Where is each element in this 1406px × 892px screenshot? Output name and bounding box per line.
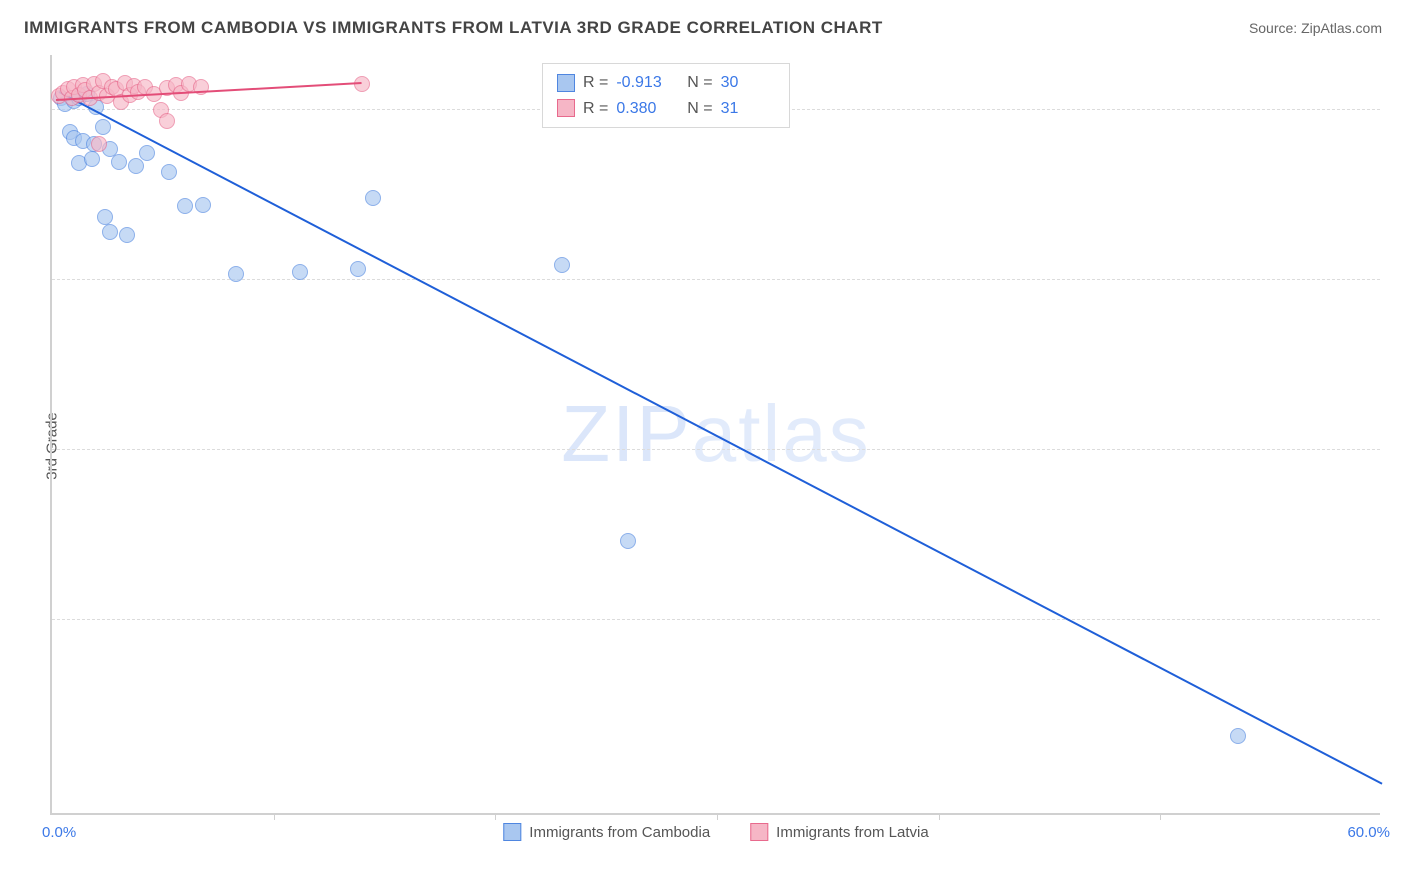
legend-row: R = -0.913 N = 30 bbox=[557, 70, 775, 96]
legend-swatch bbox=[750, 823, 768, 841]
legend-n-value: 30 bbox=[721, 70, 775, 96]
x-minor-tick bbox=[1160, 813, 1161, 820]
data-point bbox=[365, 190, 381, 206]
legend-r-value: 0.380 bbox=[616, 96, 670, 122]
bottom-legend-item: Immigrants from Cambodia bbox=[503, 823, 710, 841]
chart-title: IMMIGRANTS FROM CAMBODIA VS IMMIGRANTS F… bbox=[24, 18, 883, 38]
legend-n-value: 31 bbox=[721, 96, 775, 122]
data-point bbox=[620, 533, 636, 549]
data-point bbox=[350, 261, 366, 277]
data-point bbox=[292, 264, 308, 280]
data-point bbox=[111, 154, 127, 170]
data-point bbox=[128, 158, 144, 174]
data-point bbox=[195, 197, 211, 213]
gridline bbox=[52, 449, 1380, 450]
legend-swatch bbox=[557, 99, 575, 117]
plot-area: ZIPatlas 0.0% 60.0% Immigrants from Camb… bbox=[50, 55, 1380, 815]
legend-swatch bbox=[503, 823, 521, 841]
y-tick-label: 70.0% bbox=[1390, 425, 1406, 442]
x-minor-tick bbox=[939, 813, 940, 820]
legend-row: R = 0.380 N = 31 bbox=[557, 96, 775, 122]
data-point bbox=[95, 119, 111, 135]
series-name: Immigrants from Latvia bbox=[776, 824, 929, 841]
x-tick-max: 60.0% bbox=[1347, 824, 1390, 841]
y-tick-label: 100.0% bbox=[1390, 84, 1406, 101]
x-minor-tick bbox=[274, 813, 275, 820]
series-name: Immigrants from Cambodia bbox=[529, 824, 710, 841]
data-point bbox=[97, 209, 113, 225]
data-point bbox=[139, 145, 155, 161]
gridline bbox=[52, 279, 1380, 280]
data-point bbox=[228, 266, 244, 282]
bottom-legend: Immigrants from Cambodia Immigrants from … bbox=[503, 823, 928, 841]
data-point bbox=[119, 227, 135, 243]
legend-r-label: R = bbox=[583, 70, 608, 96]
y-tick-label: 55.0% bbox=[1390, 595, 1406, 612]
x-tick-min: 0.0% bbox=[42, 824, 76, 841]
gridline bbox=[52, 619, 1380, 620]
legend-r-value: -0.913 bbox=[616, 70, 670, 96]
legend-n-label: N = bbox=[678, 70, 712, 96]
x-minor-tick bbox=[495, 813, 496, 820]
data-point bbox=[1230, 728, 1246, 744]
data-point bbox=[554, 257, 570, 273]
data-point bbox=[159, 113, 175, 129]
data-point bbox=[177, 198, 193, 214]
source-label: Source: ZipAtlas.com bbox=[1249, 20, 1382, 36]
trend-line bbox=[58, 91, 1382, 785]
legend-swatch bbox=[557, 74, 575, 92]
bottom-legend-item: Immigrants from Latvia bbox=[750, 823, 929, 841]
legend-n-label: N = bbox=[678, 96, 712, 122]
y-tick-label: 85.0% bbox=[1390, 254, 1406, 271]
data-point bbox=[84, 151, 100, 167]
legend-r-label: R = bbox=[583, 96, 608, 122]
data-point bbox=[91, 136, 107, 152]
correlation-legend: R = -0.913 N = 30R = 0.380 N = 31 bbox=[542, 63, 790, 128]
data-point bbox=[161, 164, 177, 180]
x-minor-tick bbox=[717, 813, 718, 820]
data-point bbox=[102, 224, 118, 240]
